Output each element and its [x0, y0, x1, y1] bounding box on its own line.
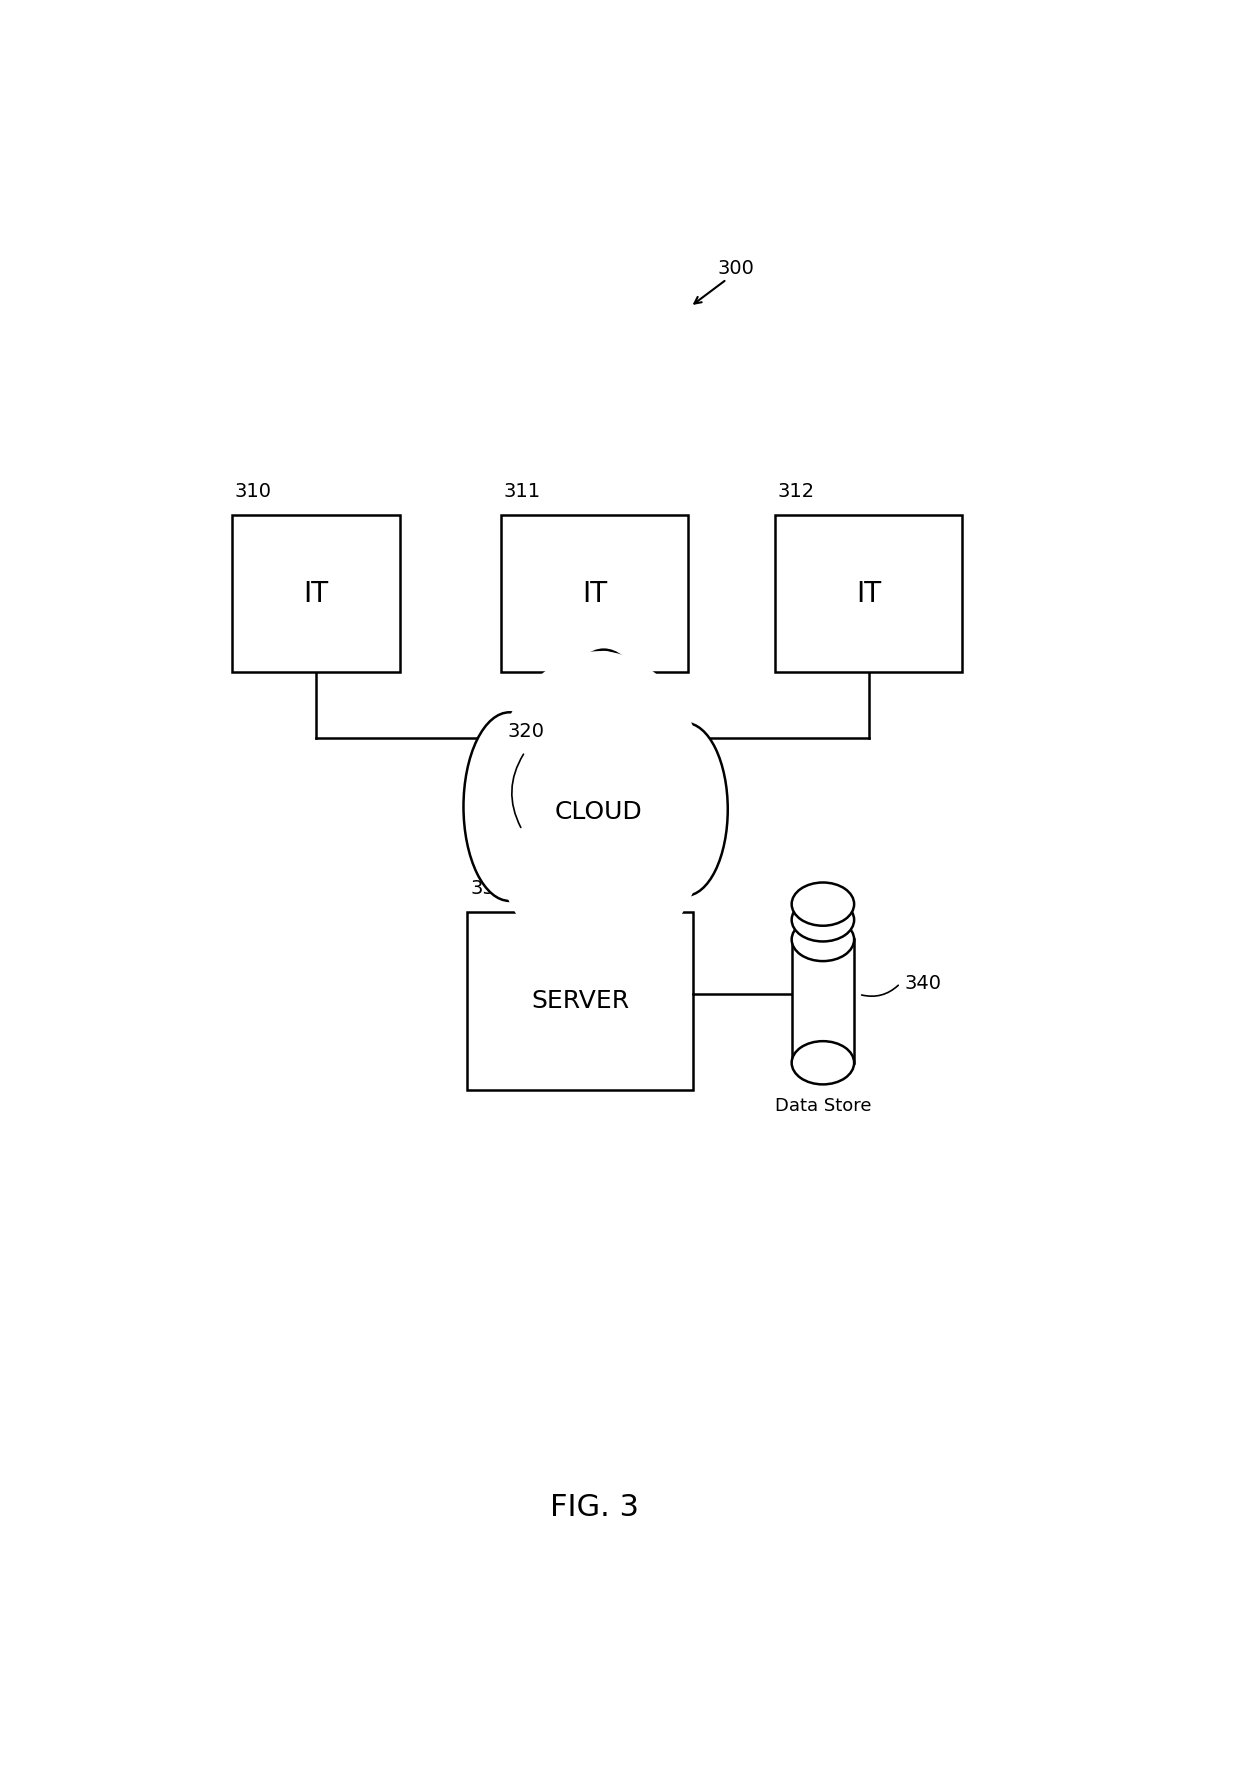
Ellipse shape [791, 898, 854, 941]
Ellipse shape [610, 692, 691, 856]
Ellipse shape [791, 882, 854, 925]
Ellipse shape [644, 722, 728, 897]
Text: 310: 310 [234, 482, 272, 502]
Text: IT: IT [582, 580, 608, 608]
Text: 311: 311 [503, 482, 541, 502]
Bar [501, 514, 688, 672]
Text: 312: 312 [777, 482, 815, 502]
Text: SERVER: SERVER [531, 989, 630, 1012]
Bar [791, 939, 854, 1062]
Ellipse shape [489, 651, 709, 968]
Text: Data Store: Data Store [775, 1098, 872, 1115]
Ellipse shape [520, 690, 596, 847]
Bar [232, 514, 401, 672]
Ellipse shape [631, 788, 688, 907]
Text: FIG. 3: FIG. 3 [549, 1493, 639, 1523]
Bar [467, 913, 693, 1091]
Text: 320: 320 [507, 722, 544, 740]
Ellipse shape [464, 712, 556, 900]
Ellipse shape [507, 779, 580, 929]
Ellipse shape [554, 649, 653, 854]
Text: 340: 340 [904, 973, 941, 993]
Ellipse shape [791, 918, 854, 961]
Ellipse shape [791, 1041, 854, 1085]
Text: IT: IT [856, 580, 882, 608]
Text: 300: 300 [718, 258, 755, 278]
Text: IT: IT [304, 580, 329, 608]
Bar [775, 514, 962, 672]
Text: CLOUD: CLOUD [556, 801, 642, 824]
Ellipse shape [579, 801, 644, 934]
Text: 330: 330 [470, 879, 507, 898]
